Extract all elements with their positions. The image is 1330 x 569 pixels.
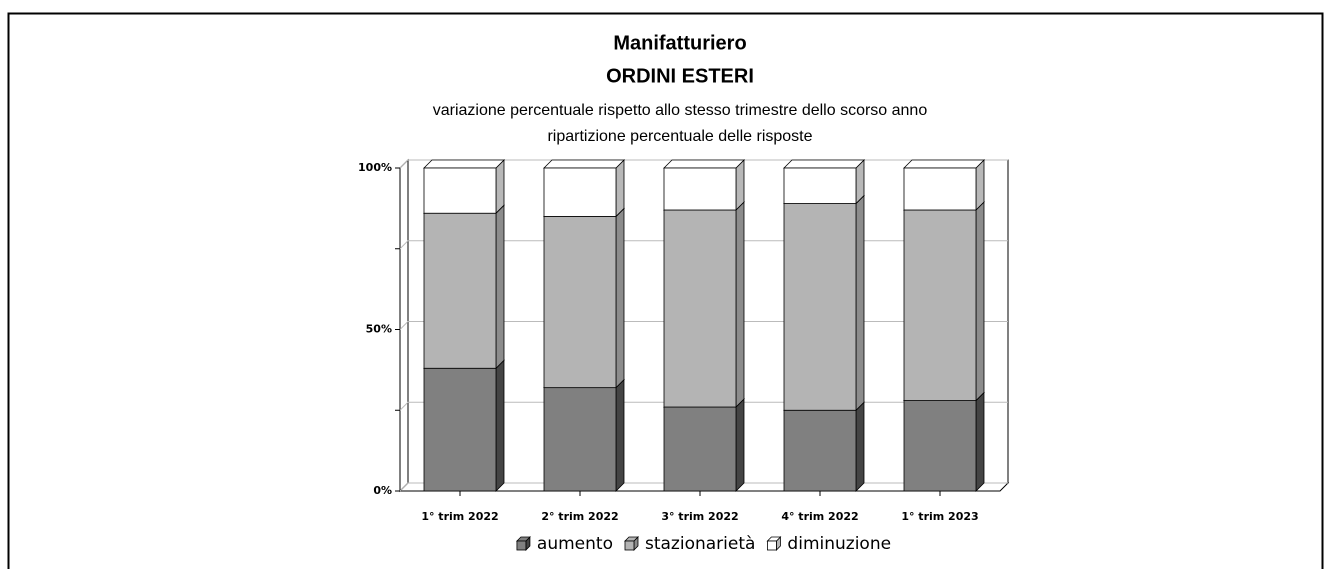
chart-description: ripartizione percentuale delle risposte	[547, 128, 812, 145]
bar-side	[495, 159, 505, 215]
legend-label: aumento	[537, 534, 613, 554]
x-tick-label: 1° trim 2023	[901, 510, 978, 523]
bar-side	[735, 201, 745, 408]
chart-description: variazione percentuale rispetto allo ste…	[433, 102, 928, 119]
bar-side	[735, 398, 745, 492]
y-tick-label: 100%	[358, 161, 392, 174]
legend-swatch	[624, 540, 635, 551]
legend-swatch	[767, 540, 777, 551]
bar-side	[975, 391, 985, 492]
bar	[783, 203, 857, 411]
legend-label: diminuzione	[787, 534, 891, 554]
y-tick-label: 0%	[373, 484, 392, 497]
bar	[903, 400, 977, 492]
bar-side	[855, 194, 865, 412]
bar-side	[495, 359, 505, 492]
legend-item: aumento	[515, 534, 613, 554]
bar	[423, 367, 497, 492]
bar	[423, 167, 497, 214]
legend-item: stazionarietà	[624, 534, 755, 554]
chart-title: Manifatturiero	[613, 32, 746, 54]
bar	[783, 167, 857, 204]
legend-item: diminuzione	[766, 534, 891, 554]
bar	[903, 167, 977, 211]
x-tick-label: 4° trim 2022	[781, 510, 858, 523]
legend-label: stazionarietà	[645, 534, 755, 554]
x-tick-label: 3° trim 2022	[661, 510, 738, 523]
bar	[543, 387, 617, 492]
bar-side	[975, 201, 985, 402]
legend: aumento stazionarietà diminuzione	[515, 534, 891, 554]
chart-subtitle: ORDINI ESTERI	[606, 65, 754, 87]
legend-swatch	[516, 540, 527, 551]
bar-side	[615, 159, 625, 218]
bar	[663, 406, 737, 492]
bar-top	[663, 159, 745, 169]
bar-side	[615, 207, 625, 389]
bar	[543, 216, 617, 389]
bar	[663, 209, 737, 408]
bar	[903, 209, 977, 401]
bar	[663, 167, 737, 211]
bar-side	[615, 378, 625, 492]
bar-top	[423, 159, 505, 169]
x-tick-label: 1° trim 2022	[421, 510, 498, 523]
y-tick-label: 50%	[366, 323, 392, 336]
bar	[543, 167, 617, 217]
bar-top	[543, 159, 625, 169]
frame	[7, 12, 1324, 569]
bar-side	[855, 401, 865, 492]
x-tick-label: 2° trim 2022	[541, 510, 618, 523]
bar-side	[735, 159, 745, 211]
bar-top	[903, 159, 985, 169]
bar-side	[975, 159, 985, 211]
bar-side	[495, 204, 505, 370]
bar	[783, 409, 857, 492]
bar	[423, 212, 497, 369]
bar-top	[783, 159, 865, 169]
